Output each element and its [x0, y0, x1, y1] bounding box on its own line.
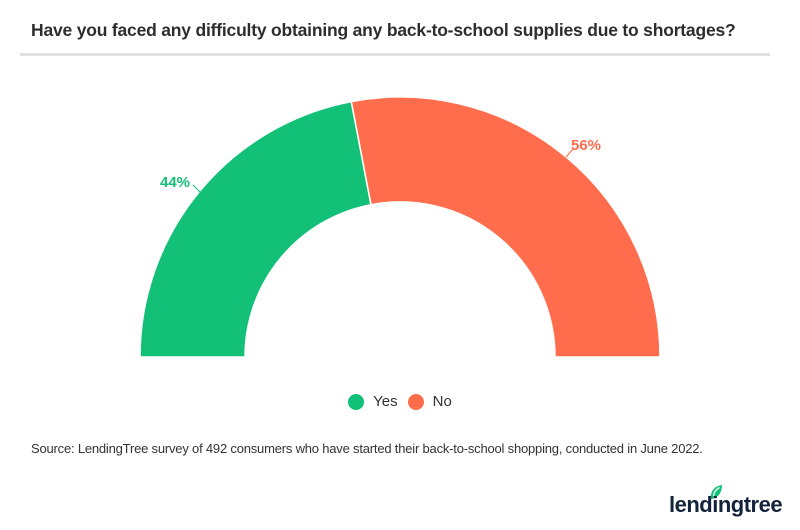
slice-yes[interactable] — [139, 100, 372, 358]
legend-dot-yes-icon — [348, 393, 365, 410]
title-divider — [20, 53, 770, 56]
logo-text: lendingtree — [669, 492, 783, 517]
half-donut-chart: 44% 56% — [139, 96, 661, 358]
leader-line-yes — [192, 184, 202, 194]
legend-item-no[interactable]: No — [407, 393, 452, 410]
legend-dot-no-icon — [407, 393, 424, 410]
source-note: Source: LendingTree survey of 492 consum… — [31, 441, 703, 456]
legend-item-yes[interactable]: Yes — [348, 393, 398, 410]
lendingtree-logo: lendingtree — [669, 484, 789, 520]
leader-line-no — [565, 148, 574, 158]
slice-no[interactable] — [350, 96, 661, 358]
legend: Yes No — [0, 393, 800, 410]
legend-label-yes: Yes — [373, 393, 398, 410]
leaf-icon — [710, 485, 722, 499]
data-label-yes: 44% — [160, 174, 190, 191]
data-label-no: 56% — [571, 137, 601, 154]
legend-label-no: No — [432, 393, 452, 410]
chart-title: Have you faced any difficulty obtaining … — [31, 20, 736, 40]
